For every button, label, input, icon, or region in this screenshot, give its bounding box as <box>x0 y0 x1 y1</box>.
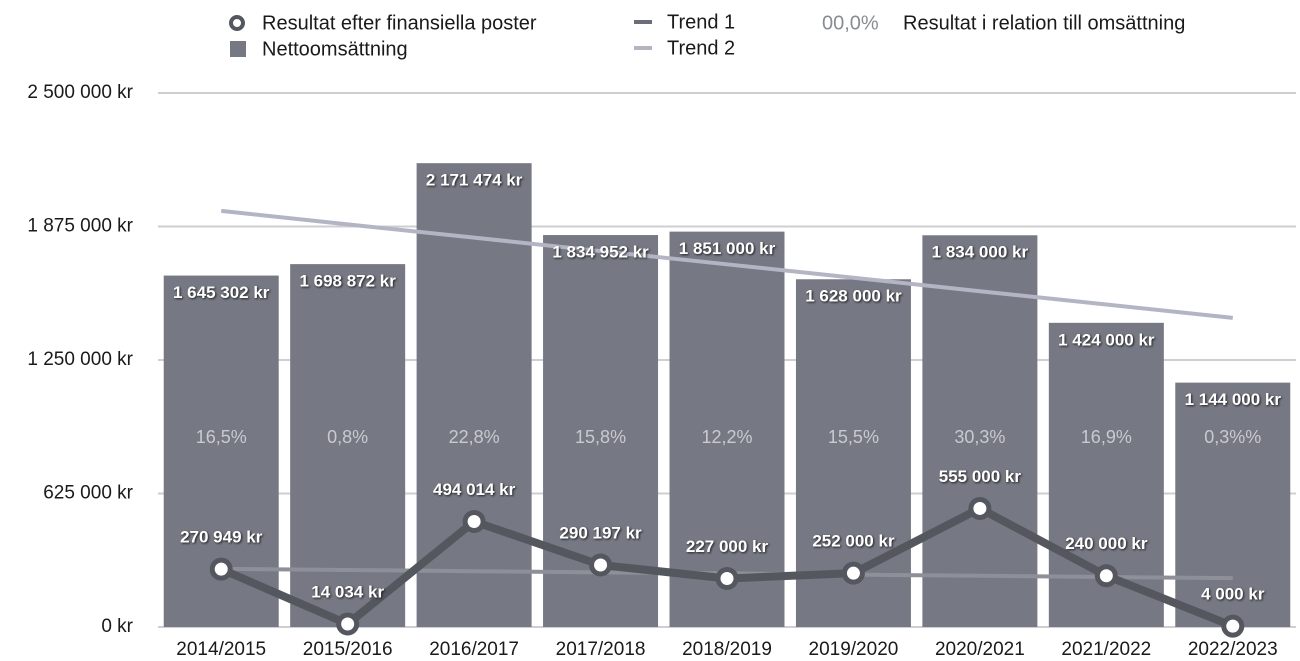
bar-value-label: 1 144 000 kr <box>1185 390 1282 409</box>
x-tick-label: 2021/2022 <box>1061 639 1151 660</box>
labels: 1 645 302 kr 1 698 872 kr 2 171 474 kr 1 83… <box>173 171 1281 604</box>
ratio-label: 30,3% <box>954 427 1005 447</box>
bars: 16,5% 0,8% 22,8% 15,8% 12,2% 15,5% 30,3% 16,9% 0… <box>163 163 1291 627</box>
x-tick-label: 2016/2017 <box>429 639 519 660</box>
bar <box>290 264 406 627</box>
x-tick-label: 2015/2016 <box>303 639 393 660</box>
legend-label: Resultat efter finansiella poster <box>262 12 537 34</box>
x-tick-label: 2019/2020 <box>809 639 899 660</box>
bar <box>922 235 1038 627</box>
legend-label: Trend 1 <box>667 11 735 33</box>
ratio-label: 12,2% <box>701 427 752 447</box>
legend-label: Resultat i relation till omsättning <box>903 12 1185 34</box>
result-marker <box>336 612 360 636</box>
bar <box>669 231 785 627</box>
ratio-label: 16,9% <box>1081 427 1132 447</box>
x-tick-label: 2014/2015 <box>176 639 266 660</box>
result-marker <box>968 496 992 520</box>
legend-sample: 00,0% <box>822 12 879 34</box>
y-tick-label: 625 000 kr <box>43 483 133 504</box>
bar-value-label: 1 424 000 kr <box>1058 330 1155 349</box>
line-value-label: 14 034 kr <box>311 582 384 601</box>
line-value-label: 555 000 kr <box>939 467 1022 486</box>
result-marker <box>715 567 739 591</box>
result-marker <box>589 553 613 577</box>
bar-value-label: 1 834 000 kr <box>932 243 1029 262</box>
line-value-label: 290 197 kr <box>559 523 642 542</box>
result-marker <box>1221 614 1245 638</box>
legend-marker <box>229 15 245 31</box>
y-tick-label: 0 kr <box>101 616 133 637</box>
x-tick-label: 2018/2019 <box>682 639 772 660</box>
line-value-label: 227 000 kr <box>686 537 769 556</box>
legend: Resultat efter finansiella poster Nettoo… <box>229 11 1185 60</box>
ratio-label: 15,5% <box>828 427 879 447</box>
line-value-label: 240 000 kr <box>1065 534 1148 553</box>
x-tick-label: 2017/2018 <box>556 639 646 660</box>
line-value-label: 252 000 kr <box>812 532 895 551</box>
trend-line <box>221 208 1233 320</box>
bar-value-label: 2 171 474 kr <box>426 171 523 190</box>
bar-value-label: 1 698 872 kr <box>299 272 396 291</box>
bar-value-label: 1 645 302 kr <box>173 283 270 302</box>
legend-label: Nettoomsättning <box>262 38 408 60</box>
line-value-label: 270 949 kr <box>180 528 263 547</box>
legend-marker <box>230 41 246 57</box>
lines <box>209 208 1245 638</box>
ratio-label: 16,5% <box>196 427 247 447</box>
y-tick-label: 1 250 000 kr <box>27 349 133 370</box>
result-marker <box>841 561 865 585</box>
bar-value-label: 1 851 000 kr <box>679 239 776 258</box>
ratio-label: 0,3%% <box>1204 427 1261 447</box>
result-marker <box>1094 564 1118 588</box>
line-value-label: 494 014 kr <box>433 480 516 499</box>
bar <box>1175 382 1291 627</box>
result-marker <box>209 557 233 581</box>
y-tick-label: 2 500 000 kr <box>27 82 133 103</box>
y-tick-label: 1 875 000 kr <box>27 216 133 237</box>
ratio-label: 22,8% <box>449 427 500 447</box>
ratio-label: 15,8% <box>575 427 626 447</box>
bar-value-label: 1 628 000 kr <box>805 287 902 306</box>
x-tick-label: 2020/2021 <box>935 639 1025 660</box>
bar-value-label: 1 834 952 kr <box>552 243 649 262</box>
legend-label: Trend 2 <box>667 37 735 59</box>
result-marker <box>462 509 486 533</box>
line-value-label: 4 000 kr <box>1201 585 1265 604</box>
x-tick-label: 2022/2023 <box>1188 639 1278 660</box>
ratio-label: 0,8% <box>327 427 368 447</box>
